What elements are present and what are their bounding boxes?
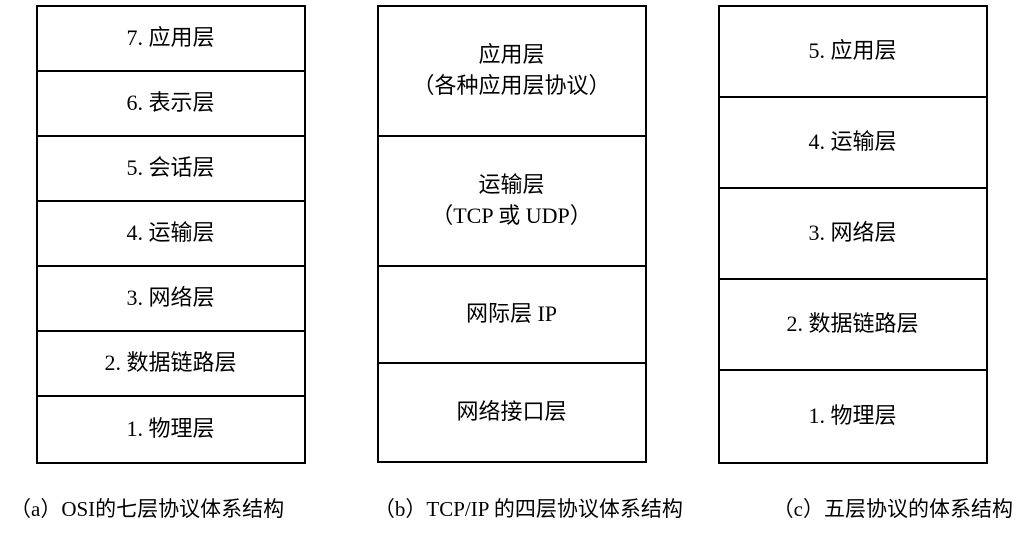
- five-layer-5: 5. 应用层: [720, 7, 986, 98]
- stack-osi: 7. 应用层 6. 表示层 5. 会话层 4. 运输层 3. 网络层 2. 数据…: [36, 5, 306, 464]
- tcpip-layer-netif: 网络接口层: [379, 364, 645, 461]
- layer-label: 网络接口层: [456, 397, 566, 428]
- layer-label: 1. 物理层: [808, 401, 896, 432]
- tcpip-layer-internet: 网际层 IP: [379, 267, 645, 364]
- layer-label: 3. 网络层: [126, 283, 214, 314]
- column-tcpip: 应用层 （各种应用层协议） 运输层 （TCP 或 UDP） 网际层 IP 网络接…: [377, 5, 647, 463]
- layer-label: 5. 会话层: [126, 153, 214, 184]
- column-osi: 7. 应用层 6. 表示层 5. 会话层 4. 运输层 3. 网络层 2. 数据…: [36, 5, 306, 464]
- layer-label: 应用层: [478, 40, 544, 71]
- layer-label: 2. 数据链路层: [104, 348, 236, 379]
- five-layer-3: 3. 网络层: [720, 189, 986, 280]
- layer-label: 1. 物理层: [126, 414, 214, 445]
- osi-layer-1: 1. 物理层: [38, 397, 304, 462]
- layer-label: 运输层: [478, 170, 544, 201]
- layer-label: 5. 应用层: [808, 36, 896, 67]
- caption-b: （b）TCP/IP 的四层协议体系结构: [374, 493, 683, 523]
- osi-layer-7: 7. 应用层: [38, 7, 304, 72]
- caption-c: （c）五层协议的体系结构: [773, 493, 1013, 523]
- layer-label: 6. 表示层: [126, 88, 214, 119]
- caption-a: （a）OSI的七层协议体系结构: [10, 493, 284, 523]
- osi-layer-4: 4. 运输层: [38, 202, 304, 267]
- stack-tcpip: 应用层 （各种应用层协议） 运输层 （TCP 或 UDP） 网际层 IP 网络接…: [377, 5, 647, 463]
- column-five: 5. 应用层 4. 运输层 3. 网络层 2. 数据链路层 1. 物理层: [718, 5, 988, 464]
- layer-label: 3. 网络层: [808, 218, 896, 249]
- stack-five: 5. 应用层 4. 运输层 3. 网络层 2. 数据链路层 1. 物理层: [718, 5, 988, 464]
- layer-label: 4. 运输层: [808, 127, 896, 158]
- layer-label: 7. 应用层: [126, 23, 214, 54]
- diagram-container: 7. 应用层 6. 表示层 5. 会话层 4. 运输层 3. 网络层 2. 数据…: [0, 0, 1023, 464]
- captions-row: （a）OSI的七层协议体系结构 （b）TCP/IP 的四层协议体系结构 （c）五…: [0, 493, 1023, 523]
- five-layer-2: 2. 数据链路层: [720, 280, 986, 371]
- tcpip-layer-transport: 运输层 （TCP 或 UDP）: [379, 137, 645, 267]
- osi-layer-2: 2. 数据链路层: [38, 332, 304, 397]
- five-layer-1: 1. 物理层: [720, 371, 986, 462]
- layer-label: 网际层 IP: [466, 299, 557, 330]
- layer-sublabel: （各种应用层协议）: [412, 71, 610, 102]
- layer-sublabel: （TCP 或 UDP）: [431, 201, 592, 232]
- five-layer-4: 4. 运输层: [720, 98, 986, 189]
- osi-layer-5: 5. 会话层: [38, 137, 304, 202]
- tcpip-layer-app: 应用层 （各种应用层协议）: [379, 7, 645, 137]
- osi-layer-6: 6. 表示层: [38, 72, 304, 137]
- osi-layer-3: 3. 网络层: [38, 267, 304, 332]
- layer-label: 2. 数据链路层: [786, 309, 918, 340]
- layer-label: 4. 运输层: [126, 218, 214, 249]
